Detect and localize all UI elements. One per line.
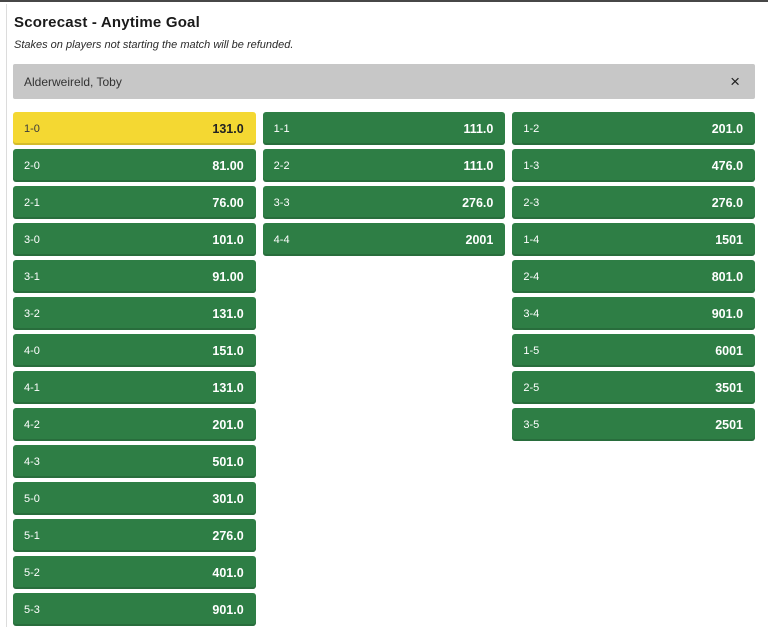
scorecast-odds-grid: 1-0 131.0 2-0 81.00 2-1 76.00 3-0 101.0 3-1 91.00… (13, 112, 756, 630)
odds-button-1-1[interactable]: 1-1 111.0 (262, 112, 506, 145)
score-label: 2-5 (523, 381, 540, 394)
score-label: 4-1 (24, 381, 40, 394)
score-label: 4-0 (24, 344, 40, 357)
score-label: 5-1 (24, 529, 40, 542)
score-label: 5-3 (24, 603, 40, 616)
score-label: 1-0 (24, 122, 40, 135)
odds-column-1: 1-0 131.0 2-0 81.00 2-1 76.00 3-0 101.0 3-1 91.00… (13, 112, 256, 630)
odds-value: 276.0 (212, 528, 244, 543)
odds-value: 901.0 (711, 306, 744, 321)
score-label: 3-5 (523, 418, 540, 431)
odds-value: 81.00 (212, 158, 244, 173)
close-icon[interactable]: × (730, 72, 740, 91)
odds-value: 1501 (715, 232, 744, 247)
score-label: 4-2 (24, 418, 40, 431)
odds-button-4-0[interactable]: 4-0 151.0 (13, 334, 256, 367)
odds-value: 476.0 (711, 158, 744, 173)
odds-value: 6001 (715, 343, 744, 358)
score-label: 1-2 (523, 122, 540, 135)
odds-column-3: 1-2 201.0 1-3 476.0 2-3 276.0 1-4 1501 2-4 801.0 3… (512, 112, 756, 630)
odds-value: 501.0 (212, 454, 244, 469)
odds-button-5-3[interactable]: 5-3 901.0 (13, 593, 256, 626)
odds-button-3-1[interactable]: 3-1 91.00 (13, 260, 256, 293)
odds-button-5-1[interactable]: 5-1 276.0 (13, 519, 256, 552)
odds-value: 151.0 (212, 343, 244, 358)
odds-button-2-2[interactable]: 2-2 111.0 (262, 149, 506, 182)
odds-button-3-5[interactable]: 3-5 2501 (512, 408, 756, 441)
odds-button-5-0[interactable]: 5-0 301.0 (13, 482, 256, 515)
odds-value: 111.0 (463, 158, 494, 173)
odds-button-3-2[interactable]: 3-2 131.0 (13, 297, 256, 330)
score-label: 1-5 (523, 344, 540, 357)
score-label: 3-3 (273, 196, 290, 209)
odds-value: 901.0 (212, 602, 244, 617)
odds-button-1-4[interactable]: 1-4 1501 (512, 223, 756, 256)
odds-button-3-0[interactable]: 3-0 101.0 (13, 223, 256, 256)
score-label: 2-4 (523, 270, 540, 283)
odds-button-4-1[interactable]: 4-1 131.0 (13, 371, 256, 404)
score-label: 1-1 (273, 122, 290, 135)
odds-value: 401.0 (212, 565, 244, 580)
odds-button-2-4[interactable]: 2-4 801.0 (512, 260, 756, 293)
odds-value: 91.00 (212, 269, 244, 284)
score-label: 4-3 (24, 455, 40, 468)
score-label: 2-0 (24, 159, 40, 172)
score-label: 2-2 (273, 159, 290, 172)
odds-button-4-2[interactable]: 4-2 201.0 (13, 408, 256, 441)
score-label: 3-0 (24, 233, 40, 246)
odds-value: 2501 (715, 417, 744, 432)
score-label: 5-2 (24, 566, 40, 579)
odds-button-5-2[interactable]: 5-2 401.0 (13, 556, 256, 589)
odds-value: 801.0 (711, 269, 744, 284)
score-label: 4-4 (273, 233, 290, 246)
odds-value: 131.0 (212, 121, 244, 136)
score-label: 1-4 (523, 233, 540, 246)
score-label: 2-1 (24, 196, 40, 209)
score-label: 1-3 (523, 159, 540, 172)
odds-button-1-3[interactable]: 1-3 476.0 (512, 149, 756, 182)
odds-button-4-4[interactable]: 4-4 2001 (262, 223, 506, 256)
odds-value: 111.0 (463, 121, 494, 136)
odds-button-1-0[interactable]: 1-0 131.0 (13, 112, 256, 145)
score-label: 3-1 (24, 270, 40, 283)
odds-button-2-5[interactable]: 2-5 3501 (512, 371, 756, 404)
odds-value: 301.0 (212, 491, 244, 506)
odds-value: 3501 (715, 380, 744, 395)
odds-value: 131.0 (212, 380, 244, 395)
score-label: 3-2 (24, 307, 40, 320)
odds-value: 201.0 (711, 121, 744, 136)
odds-value: 2001 (465, 232, 494, 247)
odds-button-1-2[interactable]: 1-2 201.0 (512, 112, 756, 145)
odds-column-2: 1-1 111.0 2-2 111.0 3-3 276.0 4-4 2001 (262, 112, 506, 630)
odds-button-2-3[interactable]: 2-3 276.0 (512, 186, 756, 219)
refund-notice: Stakes on players not starting the match… (14, 39, 294, 51)
odds-button-1-5[interactable]: 1-5 6001 (512, 334, 756, 367)
odds-button-3-3[interactable]: 3-3 276.0 (262, 186, 506, 219)
score-label: 5-0 (24, 492, 40, 505)
panel-left-border (6, 4, 7, 627)
odds-button-2-1[interactable]: 2-1 76.00 (13, 186, 256, 219)
odds-value: 101.0 (212, 232, 244, 247)
score-label: 2-3 (523, 196, 540, 209)
page-title: Scorecast - Anytime Goal (14, 14, 200, 31)
odds-value: 276.0 (462, 195, 494, 210)
odds-button-4-3[interactable]: 4-3 501.0 (13, 445, 256, 478)
odds-value: 201.0 (212, 417, 244, 432)
player-selector[interactable]: Alderweireld, Toby × (13, 64, 755, 99)
odds-value: 131.0 (212, 306, 244, 321)
selected-player-name: Alderweireld, Toby (24, 74, 122, 89)
odds-value: 276.0 (711, 195, 744, 210)
score-label: 3-4 (523, 307, 540, 320)
odds-button-2-0[interactable]: 2-0 81.00 (13, 149, 256, 182)
odds-button-3-4[interactable]: 3-4 901.0 (512, 297, 756, 330)
odds-value: 76.00 (212, 195, 244, 210)
